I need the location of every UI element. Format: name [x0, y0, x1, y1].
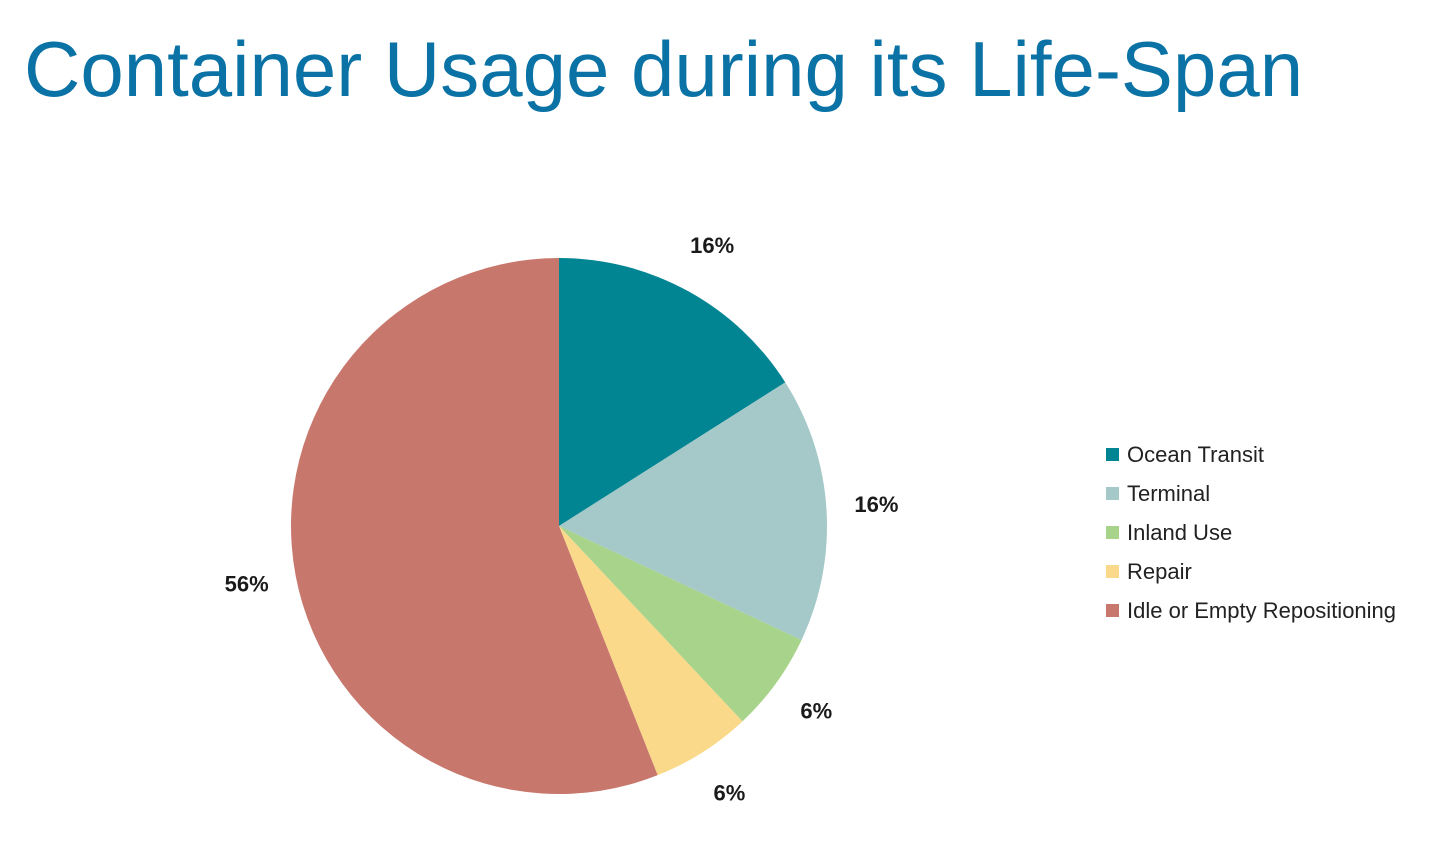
legend-label: Terminal	[1127, 480, 1211, 506]
data-label-repair: 6%	[713, 780, 745, 805]
pie-slice-idle-or-empty-repositioning	[291, 258, 658, 794]
pie-slice-repair	[559, 526, 743, 776]
legend-swatch	[1106, 604, 1119, 617]
pie-slices	[291, 258, 827, 794]
data-label-terminal: 16%	[854, 492, 898, 517]
legend-swatch	[1106, 565, 1119, 578]
legend-swatch	[1106, 448, 1119, 461]
pie-slice-inland-use	[559, 526, 802, 722]
legend-label: Inland Use	[1127, 519, 1233, 545]
legend-item: Repair	[1106, 552, 1396, 591]
page-title: Container Usage during its Life-Span	[24, 25, 1304, 113]
pie-data-labels: 16% 16% 6% 6% 56%	[225, 233, 899, 805]
legend-label: Repair	[1127, 558, 1192, 584]
legend-label: Ocean Transit	[1127, 441, 1264, 467]
legend-item: Terminal	[1106, 474, 1396, 513]
legend-swatch	[1106, 487, 1119, 500]
legend-swatch	[1106, 526, 1119, 539]
legend-item: Idle or Empty Repositioning	[1106, 591, 1396, 630]
chart-legend: Ocean Transit Terminal Inland Use Repair Idl…	[1106, 435, 1396, 630]
pie-slice-terminal	[559, 382, 827, 641]
legend-item: Inland Use	[1106, 513, 1396, 552]
legend-label: Idle or Empty Repositioning	[1127, 597, 1397, 623]
pie-slice-ocean-transit	[559, 258, 786, 526]
data-label-idle-or-empty-repositioning: 56%	[225, 571, 269, 596]
data-label-inland-use: 6%	[800, 699, 832, 724]
data-label-ocean-transit: 16%	[690, 233, 734, 258]
legend-item: Ocean Transit	[1106, 435, 1396, 474]
